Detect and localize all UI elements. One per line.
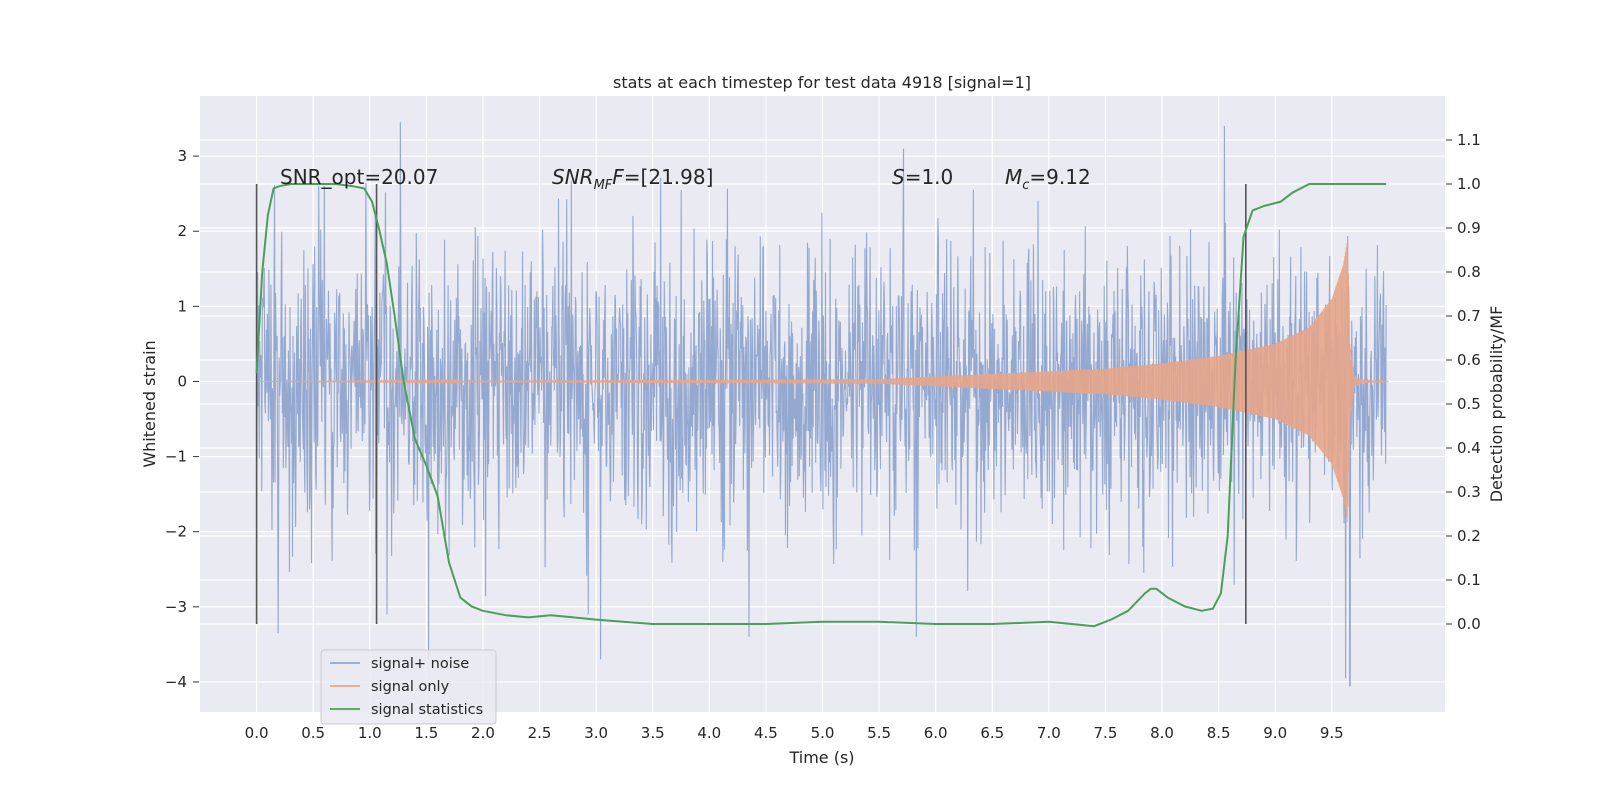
snr-mf-rest: =[21.98] [624, 165, 714, 189]
series-signal-only-line [256, 238, 1389, 523]
x-tick-label: 0.0 [245, 724, 269, 742]
legend-label-signal-noise: signal+ noise [371, 656, 469, 672]
x-tick-label: 3.0 [584, 724, 608, 742]
y-tick-label: 3 [177, 147, 187, 165]
x-tick-label: 6.5 [980, 724, 1004, 742]
s-rest: =1.0 [905, 165, 954, 189]
y2-tick-labels: 1.1 1.0 0.9 0.8 0.7 0.6 0.5 0.4 0.3 0.2 0.1 0.0 [1446, 131, 1481, 633]
x-tick-label: 8.5 [1207, 724, 1231, 742]
x-tick-label: 2.0 [471, 724, 495, 742]
y-tick-labels: 3 2 1 0 −1 −2 −3 −4 [165, 147, 199, 691]
y-tick-label: 2 [177, 222, 187, 240]
x-tick-label: 6.0 [924, 724, 948, 742]
series-signal-statistics-line [255, 183, 1387, 628]
y2-tick-label: 0.8 [1457, 263, 1481, 281]
y-tick-label: −3 [165, 598, 187, 616]
y2-tick-label: 0.3 [1457, 483, 1481, 501]
annotation-s: S=1.0 [892, 165, 953, 189]
y-tick-label: −1 [165, 448, 187, 466]
y-tick-label: 1 [177, 297, 187, 315]
y2-tick-label: 0.2 [1457, 527, 1481, 545]
y2-tick-label: 0.9 [1457, 219, 1481, 237]
x-tick-label: 1.5 [414, 724, 438, 742]
x-tick-label: 7.0 [1037, 724, 1061, 742]
y-tick-label: 0 [177, 372, 187, 390]
x-tick-label: 5.0 [811, 724, 835, 742]
x-tick-label: 4.5 [754, 724, 778, 742]
y2-tick-label: 1.1 [1457, 131, 1481, 149]
y2-tick-label: 0.0 [1457, 615, 1481, 633]
x-tick-label: 4.0 [697, 724, 721, 742]
x-tick-label: 9.0 [1263, 724, 1287, 742]
y2-tick-label: 0.5 [1457, 395, 1481, 413]
y2-tick-label: 0.4 [1457, 439, 1481, 457]
legend-box [320, 649, 497, 725]
snr-mf-f: F [612, 165, 624, 189]
data-layer [255, 122, 1389, 687]
y2-tick-label: 0.6 [1457, 351, 1481, 369]
x-tick-label: 0.5 [301, 724, 325, 742]
legend-label-signal-statistics: signal statistics [371, 702, 483, 718]
x-tick-label: 3.5 [641, 724, 665, 742]
x-tick-label: 5.5 [867, 724, 891, 742]
s-main: S [892, 165, 905, 189]
mc-rest: =9.12 [1029, 165, 1090, 189]
x-tick-label: 1.0 [358, 724, 382, 742]
legend-label-signal-only: signal only [371, 679, 450, 695]
mc-main: M [1005, 165, 1022, 189]
y2-axis-label: Detection probability/MF [1487, 306, 1506, 503]
y-tick-label: −4 [165, 673, 187, 691]
snr-mf-sub: MF [594, 178, 613, 193]
y-axis-label: Whitened strain [140, 340, 159, 467]
x-axis-label: Time (s) [788, 748, 854, 767]
x-tick-labels: 0.0 0.5 1.0 1.5 2.0 2.5 3.0 3.5 4.0 4.5 5.0 5.5 6.0 6… [245, 724, 1344, 742]
annotation-mc: Mc=9.12 [1005, 165, 1091, 193]
mc-sub: c [1022, 178, 1029, 193]
y2-tick-label: 1.0 [1457, 175, 1481, 193]
y-tick-label: −2 [165, 523, 187, 541]
x-tick-label: 7.5 [1094, 724, 1118, 742]
y2-tick-label: 0.7 [1457, 307, 1481, 325]
y2-tick-label: 0.1 [1457, 571, 1481, 589]
annotation-snr-mf: SNRMFF=[21.98] [552, 165, 713, 193]
annotation-snr-opt: SNR_opt=20.07 [280, 165, 438, 189]
x-tick-label: 2.5 [528, 724, 552, 742]
snr-mf-main: SNR [552, 165, 594, 189]
x-tick-label: 8.0 [1150, 724, 1174, 742]
annotations: SNR_opt=20.07 SNRMFF=[21.98] S=1.0 Mc=9.… [280, 165, 1091, 193]
chart-title: stats at each timestep for test data 491… [613, 73, 1031, 92]
x-tick-label: 9.5 [1320, 724, 1344, 742]
legend: signal+ noise signal only signal statist… [320, 649, 497, 725]
